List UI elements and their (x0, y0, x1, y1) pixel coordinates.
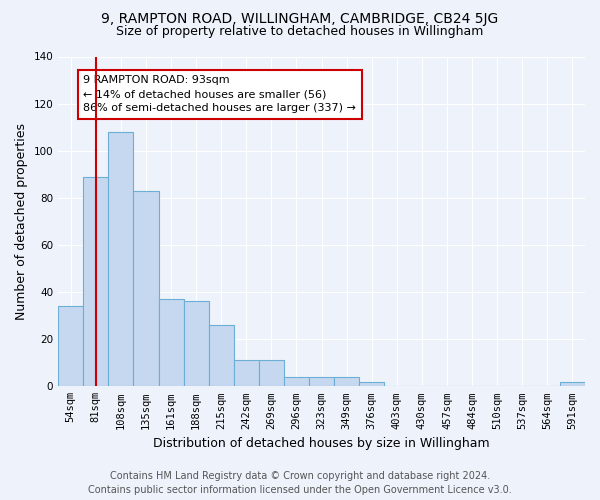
Bar (158, 299, 184, 386)
Bar (234, 360, 259, 386)
X-axis label: Distribution of detached houses by size in Willingham: Distribution of detached houses by size … (153, 437, 490, 450)
Bar (560, 382, 585, 386)
Bar (109, 132, 133, 386)
Bar (284, 377, 309, 386)
Bar (58, 306, 83, 386)
Text: Contains HM Land Registry data © Crown copyright and database right 2024.
Contai: Contains HM Land Registry data © Crown c… (88, 471, 512, 495)
Y-axis label: Number of detached properties: Number of detached properties (15, 123, 28, 320)
Text: 9, RAMPTON ROAD, WILLINGHAM, CAMBRIDGE, CB24 5JG: 9, RAMPTON ROAD, WILLINGHAM, CAMBRIDGE, … (101, 12, 499, 26)
Bar (83, 176, 109, 386)
Bar (209, 325, 234, 386)
Bar (334, 377, 359, 386)
Bar (184, 302, 209, 386)
Bar (259, 360, 284, 386)
Text: Size of property relative to detached houses in Willingham: Size of property relative to detached ho… (116, 25, 484, 38)
Bar (133, 191, 158, 386)
Bar (309, 377, 334, 386)
Bar (359, 382, 385, 386)
Text: 9 RAMPTON ROAD: 93sqm
← 14% of detached houses are smaller (56)
86% of semi-deta: 9 RAMPTON ROAD: 93sqm ← 14% of detached … (83, 76, 356, 114)
